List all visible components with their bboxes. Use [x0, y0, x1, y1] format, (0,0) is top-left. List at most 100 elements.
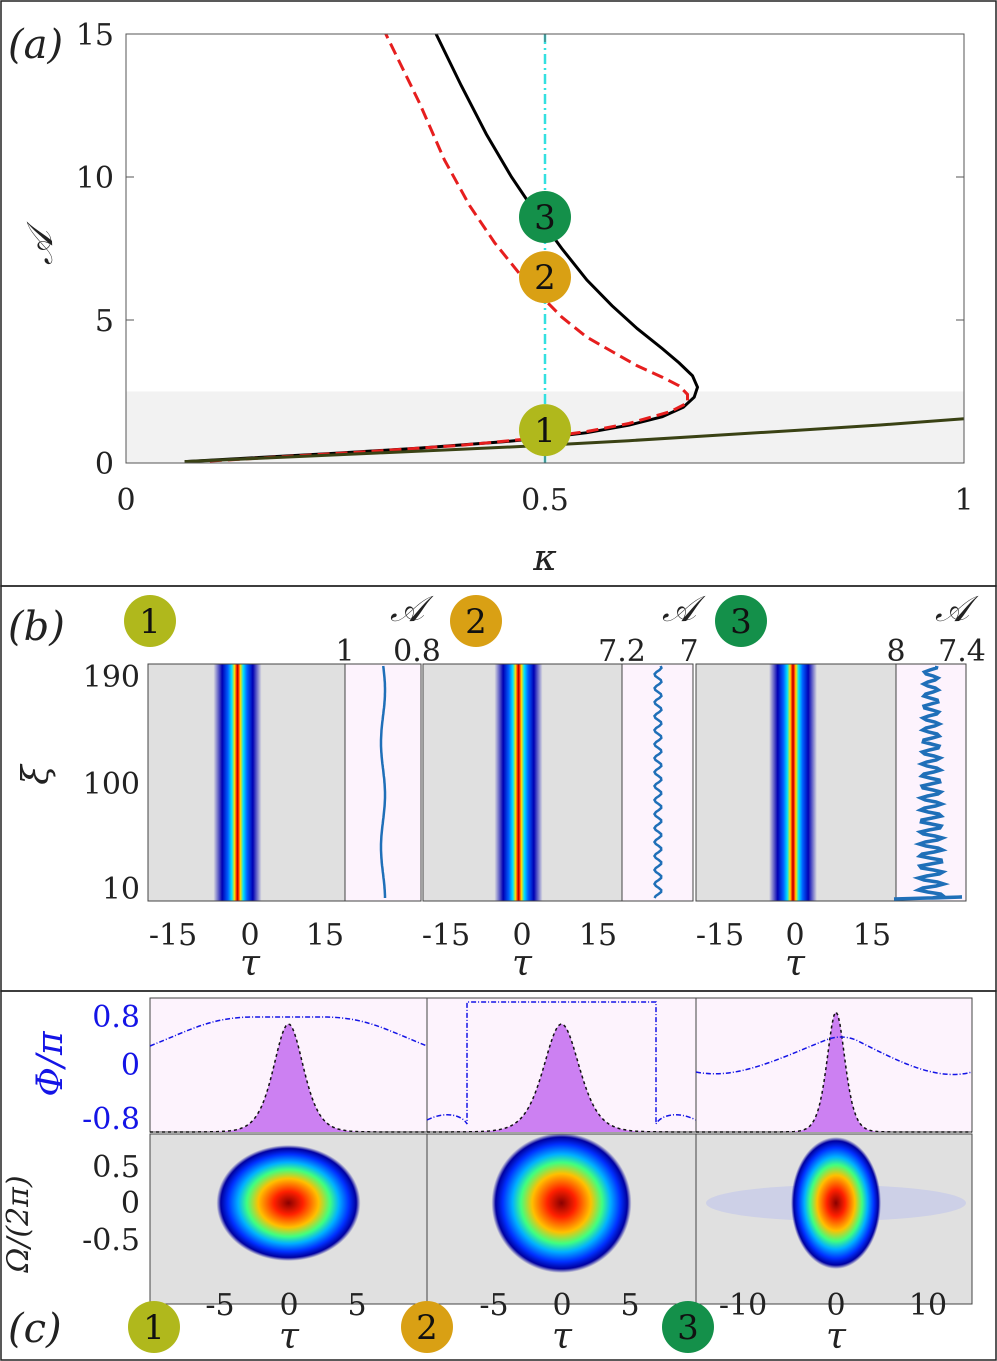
y-axis-label-b: ξ: [16, 763, 57, 785]
x-axis-label-a: κ: [532, 538, 557, 579]
intensity-outline: [427, 1023, 695, 1133]
phase-curve: [426, 1001, 697, 1125]
x-tick-label-b: 0: [512, 918, 531, 953]
x-tick-label: 1: [954, 483, 973, 518]
evolution-subpanel-3: 8 7.4 𝒜 -15 0 15 τ 3: [695, 589, 986, 984]
badge-b-2-circle: [450, 595, 502, 647]
freq-tick-label: 0.5: [92, 1150, 140, 1185]
badge-b-1-label: 1: [139, 602, 161, 642]
marker-2-circle: [519, 251, 571, 304]
badge-c-2: 2: [401, 1301, 453, 1353]
badge-b-3: 3: [715, 595, 767, 647]
marker-3: 3: [519, 191, 571, 244]
y-tick-label-b: 100: [83, 767, 140, 802]
spectral-subpanel-3: -10 0 10 τ 3: [662, 997, 973, 1357]
intensity-profile: [696, 1012, 972, 1132]
x-tick-label-c: 0: [826, 1288, 845, 1323]
x-tick-label-c: 5: [347, 1288, 366, 1323]
intensity-profile: [150, 1024, 427, 1132]
x-tick-label-b: 0: [240, 918, 259, 953]
side-tick-label: 0.8: [393, 634, 441, 669]
x-tick-label-c: 0: [279, 1288, 298, 1323]
side-tick-label: 1: [335, 634, 354, 669]
marker-1-label: 1: [534, 411, 556, 451]
panel-c: (c) Φ/π Ω/(2π) 0.80-0.80.50-0.5-5 0 5τ1-5 0…: [1, 997, 973, 1357]
freq-axis-label: Ω/(2π): [1, 1175, 36, 1273]
spectrogram-blob: [216, 1145, 361, 1261]
evolution-subpanel-2: 7.2 7 𝒜 -15 0 15 τ 2: [422, 589, 706, 984]
x-tick-label-b: 15: [306, 918, 344, 953]
intensity-outline: [696, 1010, 972, 1133]
intensity-outline: [150, 1023, 426, 1133]
x-tick-label: 0: [116, 483, 135, 518]
badge-b-2: 2: [450, 595, 502, 647]
x-tick-label-c: -5: [479, 1288, 508, 1323]
panel-label-a: (a): [8, 22, 63, 68]
spectrogram-blob: [491, 1133, 632, 1273]
marker-3-circle: [519, 191, 571, 244]
phase-tick-label: 0.8: [92, 1000, 140, 1035]
x-axis-label-c: τ: [552, 1316, 573, 1357]
badge-c-2-circle: [401, 1301, 453, 1353]
y-tick-label: 15: [76, 18, 114, 53]
badge-b-1: 1: [124, 595, 176, 647]
panel-b: (b) ξ 190 100 10 1 0.8 𝒜 -15 0 15 τ 1 7.2 7 𝒜 -15 0 15 τ 2…: [8, 589, 986, 984]
x-tick-label-c: 5: [620, 1288, 639, 1323]
marker-2: 2: [519, 251, 571, 304]
side-axis-label: 𝒜: [935, 589, 979, 630]
x-axis-label-c: τ: [279, 1316, 300, 1357]
x-axis-label-c: τ: [826, 1316, 847, 1357]
frame-c: [0, 990, 997, 1361]
marker-3-label: 3: [534, 198, 556, 238]
amplitude-trace: [652, 665, 663, 899]
y-tick-label: 0: [95, 447, 114, 482]
freq-tick-label: 0: [121, 1186, 140, 1221]
x-axis-label-b: τ: [512, 943, 533, 984]
y-axis-label-a: 𝒜: [20, 221, 61, 265]
marker-1: 1: [519, 404, 571, 457]
phase-axis-label: Φ/π: [30, 1030, 71, 1097]
y-tick-label-b: 190: [83, 660, 140, 695]
spectrogram-border: [695, 1133, 973, 1305]
evolution-subpanel-1: 1 0.8 𝒜 -15 0 15 τ 1: [124, 589, 441, 984]
badge-b-3-label: 3: [730, 602, 752, 642]
marker-1-circle: [519, 404, 571, 457]
side-tick-label: 8: [886, 634, 905, 669]
x-tick-label-b: 0: [785, 918, 804, 953]
x-tick-label-b: 15: [579, 918, 617, 953]
badge-b-2-label: 2: [465, 602, 487, 642]
phase-curve: [695, 1036, 973, 1076]
intensity-profile: [427, 1024, 696, 1132]
x-axis-label-b: τ: [240, 943, 261, 984]
amplitude-trace: [379, 665, 387, 898]
phase-tick-label: 0: [121, 1048, 140, 1083]
series-line-2: [184, 417, 965, 464]
y-tick-label: 5: [95, 304, 114, 339]
panel-label-b: (b): [8, 604, 65, 650]
x-tick-label-b: -15: [422, 918, 470, 953]
x-tick-label-b: -15: [149, 918, 197, 953]
side-tick-label: 7.2: [598, 634, 646, 669]
badge-c-1-label: 1: [143, 1308, 165, 1348]
side-tick-label: 7.4: [938, 634, 986, 669]
x-tick-label-c: -5: [205, 1288, 234, 1323]
y-tick-label: 10: [76, 161, 114, 196]
badge-c-1: 1: [128, 1301, 180, 1353]
badge-c-3-circle: [662, 1301, 714, 1353]
marker-2-label: 2: [534, 258, 556, 298]
soliton-trace: [494, 664, 543, 901]
badge-b-3-circle: [715, 595, 767, 647]
badge-c-2-label: 2: [416, 1308, 438, 1348]
freq-tick-label: -0.5: [82, 1223, 140, 1258]
phase-curve: [149, 1016, 428, 1047]
x-tick-label-b: -15: [696, 918, 744, 953]
spectrogram-blob: [791, 1137, 881, 1269]
side-amplitude-box: [344, 663, 422, 902]
panel-label-c: (c): [8, 1306, 62, 1352]
amplitude-trace: [893, 665, 963, 901]
spectral-subpanel-2: -5 0 5 τ 2: [401, 997, 697, 1357]
badge-b-1-circle: [124, 595, 176, 647]
x-tick-label-c: 0: [552, 1288, 571, 1323]
